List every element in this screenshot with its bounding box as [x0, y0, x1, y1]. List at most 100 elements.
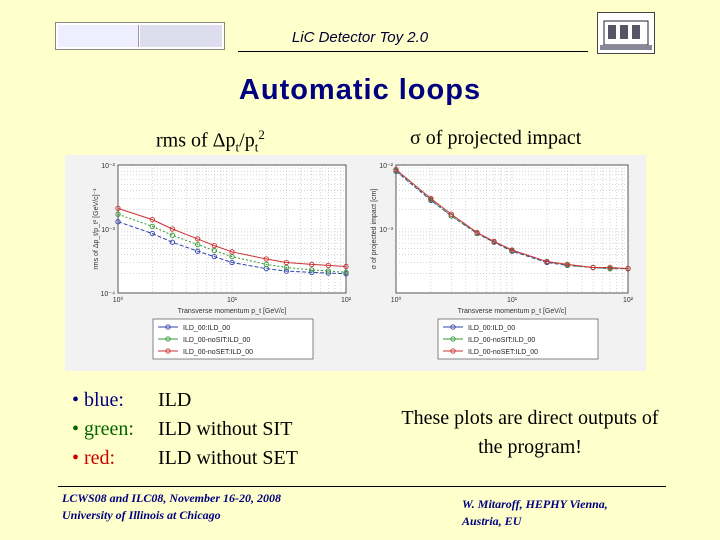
note-text: These plots are direct outputs of the pr…: [401, 407, 659, 458]
legend-bullets: • blue: ILD • green: ILD without SIT • red…: [72, 386, 298, 473]
y-tick-label: 10⁻⁴: [101, 291, 116, 298]
data-point: [149, 216, 155, 223]
legend-swatch-marker: [165, 348, 171, 354]
data-point: [229, 249, 235, 255]
data-point: [325, 270, 331, 276]
header-title: LiC Detector Toy 2.0: [291, 29, 429, 46]
data-point: [343, 269, 349, 276]
x-tick-label: 10¹: [507, 297, 518, 304]
x-tick-label: 10¹: [227, 297, 238, 304]
legend-swatch-marker: [165, 324, 171, 330]
y-tick-label: 10⁻³: [379, 227, 393, 234]
footer-left: LCWS08 and ILC08, November 16-20, 2008 U…: [62, 490, 281, 524]
data-point: [509, 247, 515, 253]
data-point: [325, 262, 331, 269]
data-point: [283, 268, 290, 274]
left-plot-label: rms of Δpt/pt2: [156, 127, 265, 155]
right-plot-label: σ of projected impact: [410, 127, 582, 149]
data-point: [590, 264, 596, 271]
plots-panel: 10⁰ 10¹ 10² 10⁻² 10⁻³ 10⁻⁴ Transverse momentum…: [65, 155, 646, 371]
data-point: [393, 166, 399, 173]
data-point: [325, 268, 331, 274]
header-divider: [238, 51, 588, 52]
data-point: [491, 238, 497, 245]
data-point: [625, 266, 631, 272]
bullet-key: • green:: [72, 418, 134, 440]
bullet-blue: • blue: ILD: [72, 386, 298, 415]
hephy-logo: [597, 12, 655, 54]
legend-entry: ILD_00-noSIT:ILD_00: [468, 337, 535, 344]
data-point: [544, 258, 550, 265]
footer-divider: [58, 486, 666, 487]
data-point: [195, 236, 201, 242]
legend-entry: ILD_00-noSIT:ILD_00: [183, 337, 250, 344]
bullet-red: • red: ILD without SET: [72, 444, 298, 473]
hephy-logo-graphic: [600, 20, 652, 50]
slide-title: Automatic loops: [238, 74, 482, 106]
x-tick-label: 10²: [623, 297, 634, 304]
y-axis-label: rms of Δp_t/p_t² [GeV/c]⁻¹: [93, 188, 100, 270]
bullet-key: • red:: [72, 447, 116, 469]
data-point: [211, 247, 217, 254]
legend-swatch-marker: [450, 324, 456, 330]
bullet-value: ILD without SET: [158, 447, 298, 469]
plots-svg: 10⁰ 10¹ 10² 10⁻² 10⁻³ 10⁻⁴ Transverse momentum…: [93, 163, 634, 360]
x-tick-label: 10²: [341, 297, 352, 304]
legend-box: [152, 318, 314, 360]
legend-entry: ILD_00:ILD_00: [183, 325, 230, 332]
y-tick-label: 10⁻²: [379, 163, 393, 170]
data-point: [263, 256, 269, 262]
bullet-value: ILD without SIT: [158, 418, 293, 440]
data-point: [309, 269, 315, 276]
series-line: [117, 213, 347, 273]
series-line: [395, 169, 629, 270]
data-point: [169, 232, 176, 238]
data-point: [115, 205, 121, 212]
data-point: [149, 230, 155, 237]
series-line: [117, 207, 347, 267]
data-point: [283, 264, 290, 271]
data-point: [195, 248, 201, 254]
data-point: [115, 211, 121, 217]
series-line: [395, 170, 628, 270]
y-tick-label: 10⁻²: [101, 163, 115, 170]
data-point: [283, 259, 290, 266]
legend-swatch-marker: [165, 336, 171, 342]
legend-entry: ILD_00:ILD_00: [468, 325, 515, 332]
footer-author: W. Mitaroff, HEPHY Vienna,: [462, 497, 608, 511]
footer-location: Austria, EU: [462, 514, 522, 528]
data-point: [195, 241, 201, 248]
silc-logo-block: [140, 25, 222, 47]
data-point: [607, 264, 613, 271]
data-point: [149, 223, 155, 230]
bullet-value: ILD: [158, 389, 192, 411]
lic-study-logo-block: [58, 25, 139, 47]
bullet-key: • blue:: [72, 389, 124, 411]
data-point: [169, 239, 176, 245]
data-point: [115, 219, 121, 225]
legend-entry: ILD_00-noSET:ILD_00: [183, 349, 253, 356]
y-tick-label: 10⁻³: [101, 227, 115, 234]
series-line: [117, 221, 347, 275]
data-point: [564, 261, 570, 268]
data-point: [211, 242, 217, 249]
footer-right: W. Mitaroff, HEPHY Vienna, Austria, EU: [462, 496, 608, 530]
legend-box: [437, 318, 599, 360]
footer-conference: LCWS08 and ILC08, November 16-20, 2008: [62, 491, 281, 505]
data-point: [428, 195, 434, 202]
x-axis-label: Transverse momentum p_t [GeV/c]: [458, 308, 567, 315]
footer-venue: University of Illinois at Chicago: [62, 508, 221, 522]
data-point: [229, 259, 235, 266]
x-tick-label: 10⁰: [391, 296, 402, 304]
bullet-green: • green: ILD without SIT: [72, 415, 298, 444]
data-point: [309, 261, 315, 268]
data-point: [343, 263, 349, 270]
data-point: [309, 267, 315, 273]
legend-swatch-marker: [450, 336, 456, 342]
legend-swatch-marker: [450, 348, 456, 354]
data-point: [169, 226, 176, 232]
data-point: [474, 229, 480, 236]
x-axis-label: Transverse momentum p_t [GeV/c]: [178, 308, 287, 315]
x-tick-label: 10⁰: [113, 296, 124, 304]
data-point: [211, 253, 217, 260]
